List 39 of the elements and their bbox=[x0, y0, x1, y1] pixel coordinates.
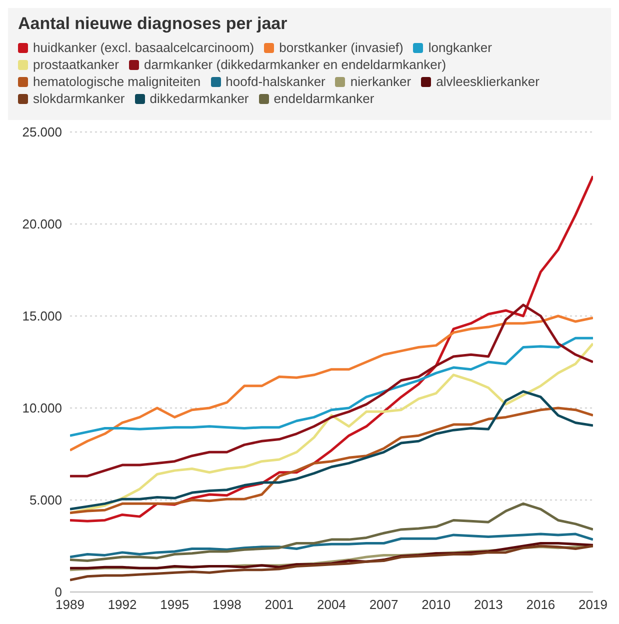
x-tick-label: 2013 bbox=[474, 597, 503, 612]
x-tick-label: 2004 bbox=[317, 597, 346, 612]
x-tick-label: 2019 bbox=[578, 597, 608, 612]
legend-label: darmkanker (dikkedarmkanker en endeldarmkanker) bbox=[144, 57, 446, 72]
y-tick-label: 10.000 bbox=[22, 400, 62, 416]
x-tick-label: 1995 bbox=[160, 597, 190, 612]
line-series bbox=[70, 390, 593, 510]
line-series bbox=[70, 314, 593, 452]
line-series bbox=[70, 336, 593, 437]
legend-label: longkanker bbox=[428, 40, 492, 55]
chart-title: Aantal nieuwe diagnoses per jaar bbox=[18, 14, 288, 34]
x-tick-label: 1992 bbox=[108, 597, 137, 612]
line-series bbox=[70, 342, 593, 514]
legend-label: alvleesklierkanker bbox=[436, 74, 540, 89]
x-tick-label: 2001 bbox=[264, 597, 294, 612]
legend-label: hoofd-halskanker bbox=[226, 74, 326, 89]
legend-label: borstkanker (invasief) bbox=[279, 40, 404, 55]
x-tick-label: 2010 bbox=[422, 597, 451, 612]
x-tick-label: 2007 bbox=[369, 597, 398, 612]
line-series bbox=[70, 406, 593, 514]
x-tick-label: 1989 bbox=[56, 597, 84, 612]
legend-label: dikkedarmkanker bbox=[150, 91, 249, 106]
y-tick-label: 15.000 bbox=[22, 308, 62, 324]
line-series bbox=[70, 544, 593, 582]
y-tick-label: 5.000 bbox=[29, 492, 62, 508]
line-series bbox=[70, 532, 593, 558]
legend-label: nierkanker bbox=[350, 74, 412, 89]
legend-label: hematologische maligniteiten bbox=[33, 74, 201, 89]
line-series bbox=[70, 502, 593, 562]
legend-label: endeldarmkanker bbox=[274, 91, 374, 106]
y-tick-label: 20.000 bbox=[22, 216, 62, 232]
x-tick-label: 1998 bbox=[212, 597, 242, 612]
y-tick-label: 0 bbox=[54, 584, 62, 600]
legend-label: slokdarmkanker bbox=[33, 91, 125, 106]
line-series bbox=[70, 304, 593, 478]
x-tick-label: 2016 bbox=[526, 597, 556, 612]
y-tick-label: 25.000 bbox=[22, 124, 62, 140]
legend-label: prostaatkanker bbox=[33, 57, 119, 72]
legend-label: huidkanker (excl. basaalcelcarcinoom) bbox=[33, 40, 254, 55]
